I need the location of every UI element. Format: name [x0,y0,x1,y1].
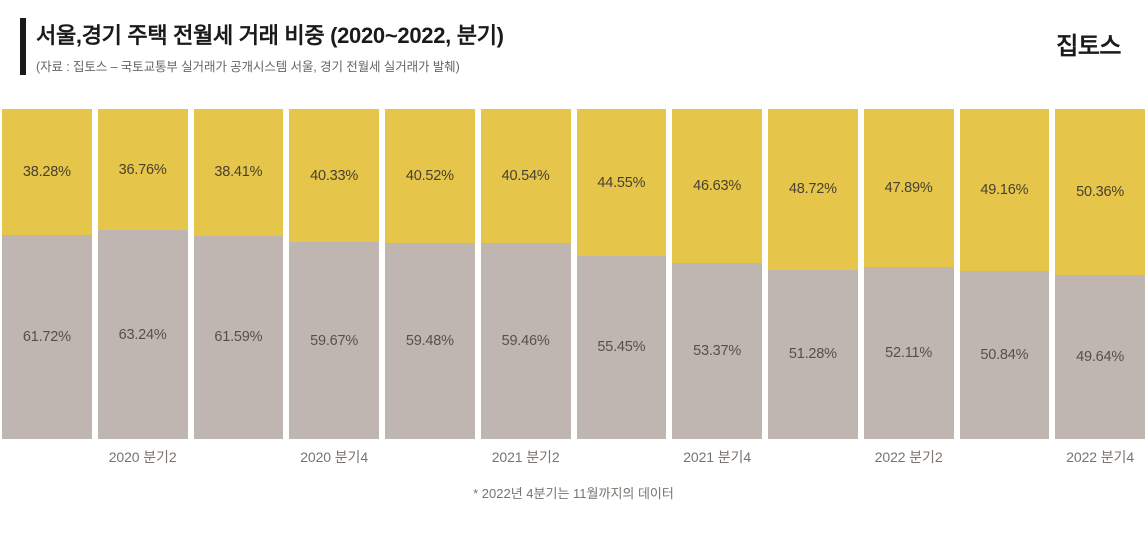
bar-column: 38.41%61.59% [194,109,284,439]
bar-segment-bottom: 50.84% [960,271,1050,439]
bar-column: 47.89%52.11% [864,109,954,439]
bar-segment-bottom: 59.48% [385,243,475,439]
x-axis-label: 2021 분기4 [683,449,751,465]
chart-subtitle: (자료 : 집토스 – 국토교통부 실거래가 공개시스템 서울, 경기 전월세 … [36,56,504,75]
bar-segment-top: 36.76% [98,109,188,230]
x-axis-tick: 2021 분기3 [577,447,667,467]
bar-segment-bottom: 51.28% [768,270,858,439]
x-axis-tick: 2020 분기3 [194,447,284,467]
title-block: 서울,경기 주택 전월세 거래 비중 (2020~2022, 분기) (자료 :… [20,18,504,75]
bar-column: 40.33%59.67% [289,109,379,439]
bar-segment-bottom: 55.45% [577,256,667,439]
bar-segment-top: 40.54% [481,109,571,243]
bar-column: 48.72%51.28% [768,109,858,439]
bar-segment-top: 40.52% [385,109,475,243]
x-axis-tick: 2020 분기4 [289,447,379,467]
stacked-bar-chart: 38.28%61.72%36.76%63.24%38.41%61.59%40.3… [2,109,1145,439]
bar-segment-bottom: 61.72% [2,235,92,439]
x-axis-tick: 2020 분기1 [2,447,92,467]
x-axis-label: 2020 분기4 [300,449,368,465]
bar-segment-top: 48.72% [768,109,858,270]
bar-segment-bottom: 59.67% [289,242,379,439]
x-axis-tick: 2022 분기4 [1055,447,1145,467]
bar-column: 38.28%61.72% [2,109,92,439]
bar-column: 40.54%59.46% [481,109,571,439]
header: 서울,경기 주택 전월세 거래 비중 (2020~2022, 분기) (자료 :… [20,18,1127,75]
x-axis-tick: 2021 분기1 [385,447,475,467]
x-axis-label: 2022 분기4 [1066,449,1134,465]
x-axis-tick: 2022 분기2 [864,447,954,467]
bar-segment-top: 50.36% [1055,109,1145,275]
chart-container: 서울,경기 주택 전월세 거래 비중 (2020~2022, 분기) (자료 :… [0,0,1147,502]
x-axis-tick: 2021 분기2 [481,447,571,467]
bar-segment-top: 40.33% [289,109,379,242]
x-axis-tick: 2021 분기4 [672,447,762,467]
bar-segment-bottom: 63.24% [98,230,188,439]
brand-logo: 집토스 [1056,26,1121,61]
x-axis: 2020 분기1 2020 분기2 2020 분기3 2020 분기4 2021 분기1… [2,447,1145,467]
bar-segment-top: 47.89% [864,109,954,267]
bar-segment-bottom: 52.11% [864,267,954,439]
x-axis-tick: 2022 분기1 [768,447,858,467]
chart-title: 서울,경기 주택 전월세 거래 비중 (2020~2022, 분기) [36,18,504,50]
bar-segment-top: 49.16% [960,109,1050,271]
bar-column: 40.52%59.48% [385,109,475,439]
bar-column: 44.55%55.45% [577,109,667,439]
chart-footnote: * 2022년 4분기는 11월까지의 데이터 [2,483,1145,502]
bar-column: 46.63%53.37% [672,109,762,439]
bar-segment-top: 38.41% [194,109,284,236]
bar-column: 50.36%49.64% [1055,109,1145,439]
x-axis-tick: 2022 분기3 [960,447,1050,467]
bar-column: 36.76%63.24% [98,109,188,439]
x-axis-label: 2021 분기2 [492,449,560,465]
bar-segment-bottom: 49.64% [1055,275,1145,439]
bar-column: 49.16%50.84% [960,109,1050,439]
bar-segment-top: 44.55% [577,109,667,256]
x-axis-label: 2020 분기2 [109,449,177,465]
bar-segment-bottom: 61.59% [194,236,284,439]
x-axis-tick: 2020 분기2 [98,447,188,467]
chart-area: 38.28%61.72%36.76%63.24%38.41%61.59%40.3… [2,109,1145,502]
bar-segment-top: 38.28% [2,109,92,235]
bar-segment-top: 46.63% [672,109,762,263]
bar-segment-bottom: 59.46% [481,243,571,439]
x-axis-label: 2022 분기2 [875,449,943,465]
bar-segment-bottom: 53.37% [672,263,762,439]
